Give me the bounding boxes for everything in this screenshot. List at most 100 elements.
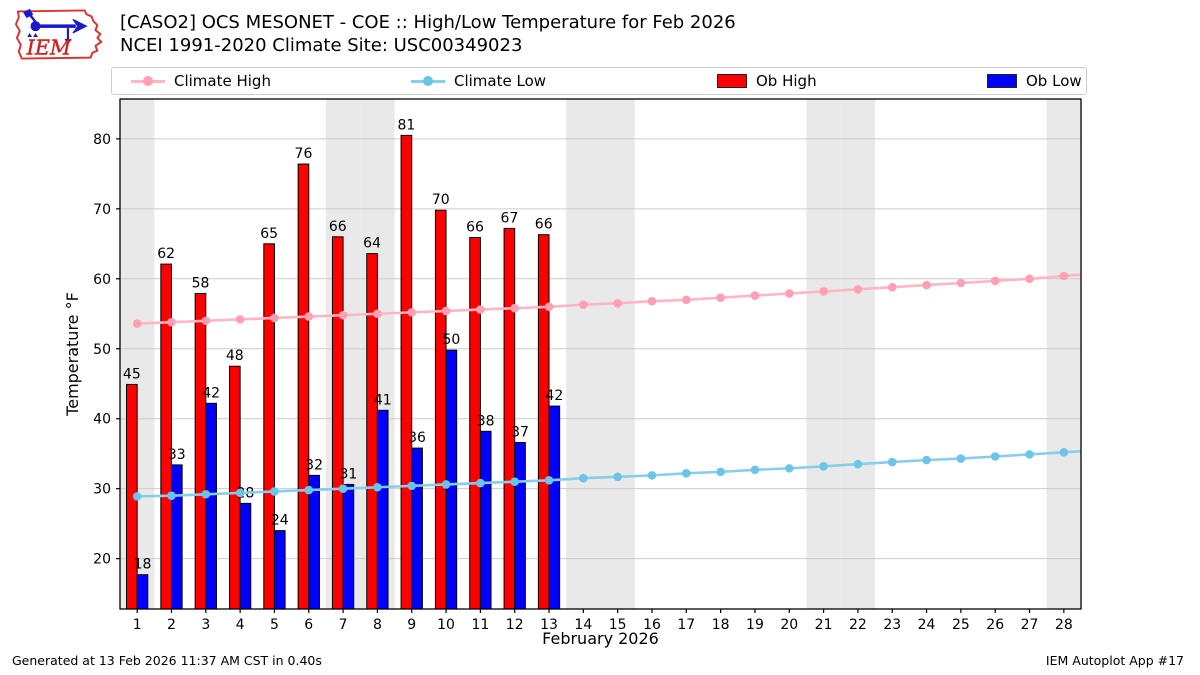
x-tick-label: 19 (746, 617, 764, 633)
climate-low-marker (922, 455, 931, 465)
x-tick-label: 6 (304, 617, 313, 633)
climate-high-marker (270, 313, 279, 323)
chart-title-block: [CASO2] OCS MESONET - COE :: High/Low Te… (120, 11, 736, 57)
climate-high-marker (544, 302, 554, 312)
climate-high-marker (784, 289, 794, 298)
y-tick-label: 80 (93, 132, 111, 148)
ob-low-value-label: 24 (271, 513, 289, 529)
ob-high-value-label: 45 (123, 366, 141, 382)
ob-high-bar (537, 234, 550, 610)
x-tick-label: 24 (918, 617, 936, 633)
ob-low-value-label: 50 (442, 332, 460, 348)
x-tick-label: 28 (1055, 617, 1073, 633)
ob-low-swatch-icon (987, 74, 1017, 88)
ob-low-value-label: 18 (134, 557, 152, 573)
climate-low-marker (201, 489, 211, 499)
climate-low-marker (647, 471, 657, 480)
climate-high-marker (579, 300, 588, 309)
ob-low-value-label: 33 (168, 447, 186, 463)
ob-high-swatch-icon (717, 74, 747, 88)
climate-low-line-swatch-icon (411, 76, 445, 86)
legend-item-climate-high: Climate High (131, 68, 271, 94)
ob-high-value-label: 66 (466, 220, 484, 236)
x-tick-label: 12 (506, 617, 524, 633)
weekend-band (566, 99, 601, 609)
legend-label: Ob High (756, 72, 817, 90)
x-tick-label: 17 (677, 617, 695, 633)
climate-low-marker (1025, 450, 1034, 459)
climate-low-marker (613, 472, 622, 482)
climate-low-marker (510, 477, 519, 486)
ob-low-bar (308, 474, 320, 610)
ob-low-value-label: 31 (339, 466, 357, 482)
climate-high-marker (441, 306, 451, 316)
x-tick-label: 20 (780, 617, 798, 633)
climate-high-marker (647, 296, 657, 306)
generated-timestamp: Generated at 13 Feb 2026 11:37 AM CST in… (12, 653, 322, 668)
climate-low-marker (853, 459, 863, 469)
climate-high-marker (201, 316, 211, 326)
x-tick-label: 14 (574, 617, 592, 633)
x-tick-label: 22 (849, 617, 867, 633)
x-tick-label: 5 (270, 617, 279, 633)
climate-low-marker (750, 465, 760, 475)
ob-low-bar (239, 502, 252, 610)
ob-high-bar (434, 209, 447, 610)
legend-item-ob-high: Ob High (717, 68, 817, 94)
x-tick-label: 26 (986, 617, 1004, 633)
y-tick-label: 40 (93, 412, 111, 428)
chart-title: [CASO2] OCS MESONET - COE :: High/Low Te… (120, 12, 736, 33)
climate-low-marker (682, 468, 691, 478)
ob-high-value-label: 66 (535, 217, 553, 233)
climate-high-marker (716, 293, 725, 302)
climate-high-marker (819, 287, 828, 296)
x-tick-label: 15 (609, 617, 627, 633)
ob-high-bar (400, 134, 413, 610)
ob-high-value-label: 76 (295, 146, 313, 162)
climate-low-marker (956, 454, 966, 463)
climate-low-marker (338, 484, 348, 493)
ob-high-value-label: 64 (363, 236, 381, 252)
legend-label: Climate High (174, 72, 271, 90)
legend-label: Ob Low (1026, 72, 1082, 90)
climate-high-marker (167, 317, 176, 327)
x-tick-label: 23 (883, 617, 901, 633)
weekend-band (840, 99, 876, 609)
ob-low-value-label: 42 (545, 388, 563, 404)
climate-high-marker (990, 276, 1000, 286)
ob-low-bar (445, 349, 458, 610)
climate-low-marker (167, 491, 176, 500)
weekend-band (1046, 99, 1081, 609)
y-tick-label: 30 (93, 482, 111, 498)
ob-high-bar (331, 236, 344, 610)
climate-high-marker (132, 319, 142, 328)
ob-low-bar (514, 441, 526, 610)
climate-high-marker (476, 305, 485, 314)
ob-high-bar (366, 253, 378, 610)
ob-low-value-label: 36 (408, 430, 426, 446)
ob-high-bar (263, 243, 275, 610)
climate-low-marker (132, 492, 142, 501)
climate-low-marker (716, 467, 725, 477)
x-tick-label: 13 (540, 617, 558, 633)
x-tick-label: 2 (167, 617, 176, 633)
climate-high-marker (682, 295, 691, 305)
x-tick-label: 21 (815, 617, 833, 633)
climate-high-marker (613, 298, 622, 308)
x-tick-label: 9 (407, 617, 416, 633)
climate-low-marker (373, 482, 382, 492)
weather-vane-icon (23, 8, 88, 45)
climate-low-marker (784, 464, 794, 473)
climate-high-marker (373, 309, 382, 319)
x-tick-label: 1 (133, 617, 142, 633)
ob-high-bar (503, 227, 516, 610)
climate-high-marker (887, 282, 897, 292)
iem-logo: IEM (14, 8, 103, 60)
chart-subtitle: NCEI 1991-2020 Climate Site: USC00349023 (120, 35, 523, 56)
climate-low-marker (270, 487, 279, 496)
ob-high-value-label: 58 (192, 275, 210, 291)
ob-low-value-label: 42 (202, 385, 220, 401)
ob-low-bar (548, 405, 561, 610)
ob-low-bar (411, 447, 423, 610)
climate-high-marker (922, 280, 931, 290)
